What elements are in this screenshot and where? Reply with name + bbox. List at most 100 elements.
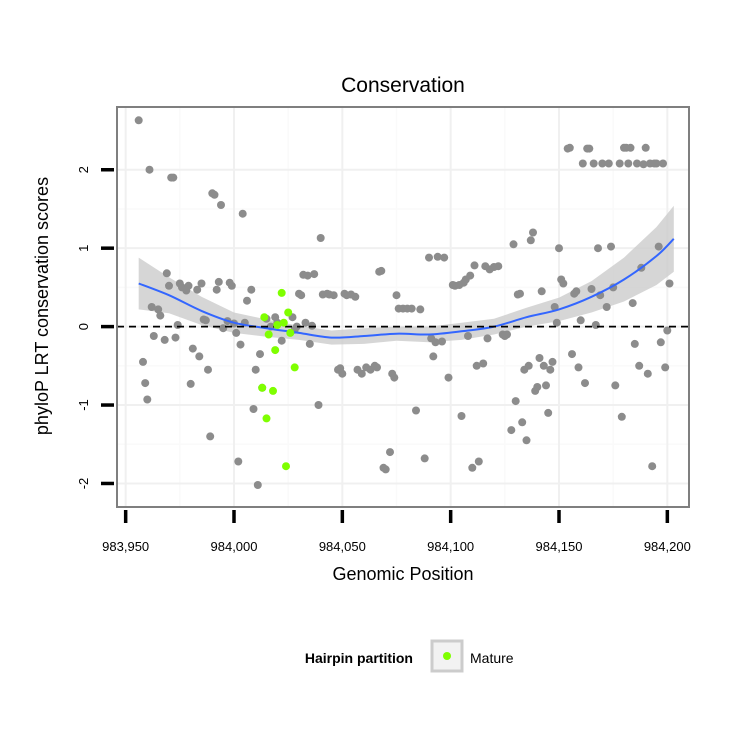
legend-title: Hairpin partition [305, 650, 413, 666]
data-point [145, 165, 154, 174]
data-point [277, 336, 286, 345]
data-point [171, 333, 180, 342]
data-point [572, 287, 581, 296]
data-point [139, 357, 147, 366]
data-point [470, 261, 479, 270]
mature-data-point [277, 288, 286, 297]
data-point [585, 144, 594, 153]
data-point [661, 363, 670, 372]
mature-data-point [264, 330, 273, 339]
data-point [659, 159, 667, 168]
data-point [511, 397, 520, 406]
mature-data-point [273, 321, 282, 329]
data-point [539, 361, 548, 370]
data-point [297, 291, 306, 300]
y-tick-label: -2 [76, 478, 91, 490]
data-point [303, 271, 312, 280]
data-point [236, 340, 245, 349]
mature-data-point [279, 318, 288, 327]
data-point [503, 330, 511, 339]
data-point [568, 350, 576, 359]
data-point [639, 160, 648, 169]
data-point [516, 289, 524, 298]
mature-data-point [286, 328, 295, 337]
data-point [301, 318, 310, 327]
data-point [351, 292, 360, 301]
data-point [431, 338, 440, 347]
data-point [184, 281, 193, 290]
mature-data-point [271, 346, 280, 355]
data-point [652, 159, 661, 168]
x-tick-label: 984,050 [319, 539, 366, 554]
data-point [524, 361, 533, 370]
y-tick-label: 0 [76, 323, 91, 330]
data-point [630, 339, 639, 348]
data-point [466, 271, 475, 280]
data-point [633, 159, 641, 168]
data-point [169, 173, 178, 182]
data-point [607, 242, 615, 251]
data-point [602, 303, 611, 311]
data-point [381, 465, 390, 474]
y-tick-label: -1 [76, 399, 91, 411]
x-tick-label: 984,100 [427, 539, 474, 554]
data-point [392, 291, 401, 300]
data-point [251, 365, 260, 374]
data-point [589, 159, 598, 168]
data-point [149, 332, 158, 340]
data-point [529, 228, 537, 237]
data-point [626, 143, 635, 152]
mature-data-point [282, 462, 290, 471]
data-point [214, 277, 223, 286]
data-point [587, 285, 596, 293]
x-tick-label: 983,950 [102, 539, 149, 554]
data-point [550, 303, 559, 311]
y-tick-label: 2 [76, 166, 91, 173]
data-point [314, 401, 323, 409]
data-point [134, 116, 143, 125]
data-point [154, 305, 163, 314]
data-point [507, 426, 516, 435]
data-point [617, 412, 626, 421]
data-point [546, 365, 555, 374]
smooth-line [138, 238, 675, 339]
data-point [162, 269, 171, 278]
data-point [195, 352, 204, 361]
data-point [522, 436, 531, 445]
data-point [232, 328, 241, 337]
y-tick-label: 1 [76, 245, 91, 252]
data-point [329, 291, 338, 300]
mature-data-point [290, 363, 299, 372]
data-point [611, 381, 620, 390]
data-point [468, 463, 477, 472]
data-point [574, 363, 583, 372]
data-point [472, 361, 481, 370]
data-point [643, 369, 652, 378]
data-point [598, 159, 607, 168]
data-point [479, 359, 488, 368]
data-point [193, 285, 202, 294]
data-point [165, 281, 173, 290]
data-point [338, 369, 347, 378]
data-point [509, 240, 518, 249]
chart-title: Conservation [341, 74, 465, 97]
data-point [578, 159, 587, 168]
data-point [594, 244, 602, 253]
data-point [591, 321, 600, 329]
data-point [615, 159, 624, 168]
data-point [390, 373, 399, 382]
data-point [143, 395, 152, 404]
data-point [604, 159, 613, 168]
data-point [654, 242, 663, 251]
data-point [440, 253, 449, 262]
data-point [635, 361, 644, 370]
data-point [552, 318, 561, 327]
x-tick-label: 984,150 [536, 539, 583, 554]
data-point [648, 462, 657, 471]
mature-data-point [284, 308, 293, 317]
data-point [457, 412, 466, 420]
data-point [542, 381, 550, 390]
y-axis: -2 -1 0 1 2 [76, 166, 114, 489]
data-point [305, 339, 314, 348]
